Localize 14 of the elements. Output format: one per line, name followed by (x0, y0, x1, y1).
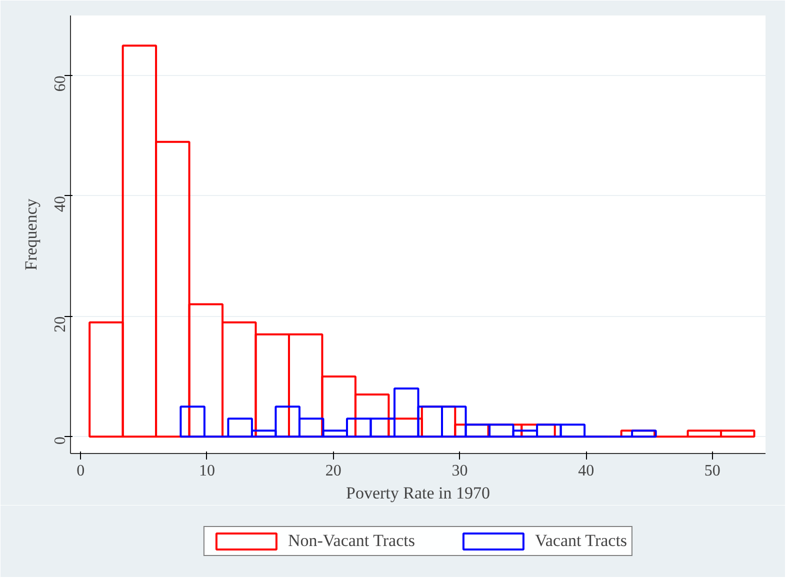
x-tick-label: 0 (76, 462, 85, 480)
legend-label: Non-Vacant Tracts (288, 531, 415, 551)
x-tick-label: 50 (704, 462, 720, 480)
y-tick-label: 0 (52, 436, 69, 445)
x-axis-title: Poverty Rate in 1970 (346, 484, 490, 502)
x-tick-label: 40 (578, 462, 594, 480)
x-tick-label: 10 (198, 462, 215, 480)
x-tick-label: 20 (325, 462, 342, 480)
y-axis-title: Frequency (22, 198, 40, 270)
y-tick-label: 60 (52, 76, 69, 92)
legend-label: Vacant Tracts (534, 531, 628, 551)
x-tick-label: 30 (452, 462, 468, 480)
y-tick-label: 20 (52, 316, 69, 332)
y-tick-label: 40 (52, 196, 69, 212)
